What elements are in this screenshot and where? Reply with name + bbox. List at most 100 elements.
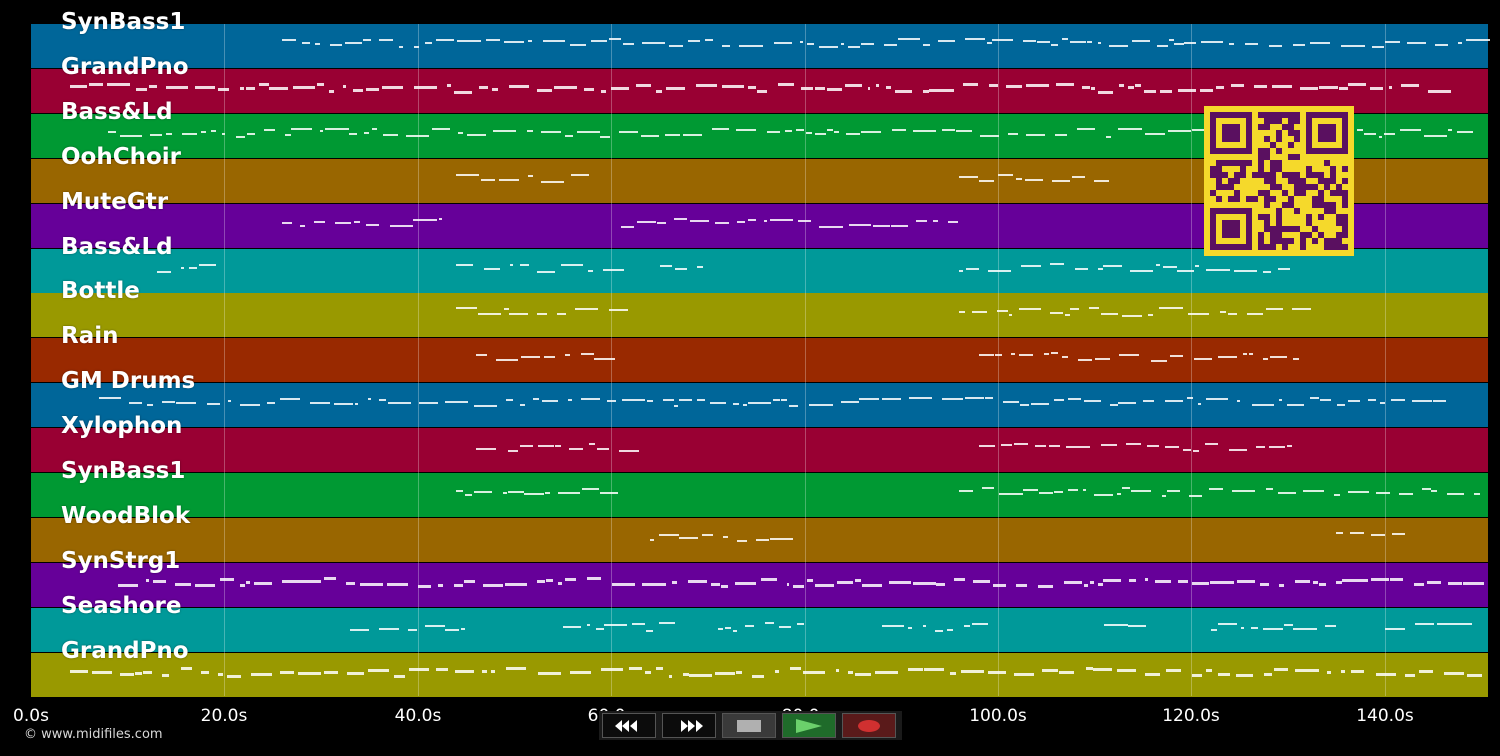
midi-note	[413, 219, 437, 221]
track-lane[interactable]	[31, 249, 1488, 293]
midi-note	[1170, 355, 1183, 357]
stop-button[interactable]	[722, 713, 776, 738]
midi-note	[1253, 85, 1268, 88]
midi-note	[263, 129, 276, 131]
midi-note	[508, 85, 529, 88]
track-lane[interactable]	[31, 24, 1491, 68]
midi-note	[913, 130, 936, 132]
gridline	[998, 24, 999, 696]
midi-note	[1272, 85, 1292, 88]
midi-note	[1215, 86, 1224, 89]
midi-note	[316, 83, 325, 86]
midi-note	[941, 129, 955, 131]
track-lane[interactable]	[31, 608, 1488, 652]
midi-note	[1125, 443, 1142, 445]
midi-note	[1418, 670, 1433, 673]
midi-note	[485, 39, 501, 41]
midi-note	[432, 128, 450, 130]
midi-note	[226, 675, 242, 678]
track-label: Xylophon	[61, 413, 183, 439]
midi-note	[1447, 582, 1462, 585]
midi-note	[861, 43, 874, 45]
midi-note	[1231, 84, 1244, 87]
midi-note	[473, 491, 492, 493]
midi-note	[1129, 579, 1137, 582]
midi-note	[1368, 399, 1377, 401]
midi-note	[1155, 264, 1161, 266]
midi-note	[1191, 582, 1209, 585]
track-lane[interactable]	[31, 69, 1488, 113]
midi-note	[1349, 532, 1365, 534]
midi-note	[313, 221, 326, 223]
midi-note	[1051, 352, 1058, 354]
midi-note	[1206, 269, 1230, 271]
midi-note	[496, 359, 519, 361]
midi-note	[259, 83, 270, 86]
midi-note	[959, 490, 973, 492]
midi-note	[477, 313, 501, 315]
midi-note	[1078, 359, 1093, 361]
midi-note	[642, 583, 667, 586]
midi-note	[607, 400, 616, 402]
midi-note	[659, 534, 679, 536]
midi-note	[1036, 41, 1050, 43]
track-lane[interactable]	[31, 383, 1488, 427]
track-lane[interactable]	[31, 563, 1488, 607]
midi-note	[1052, 180, 1070, 182]
midi-note	[720, 585, 729, 588]
midi-note	[1242, 353, 1248, 355]
midi-note	[1118, 354, 1140, 356]
midi-note	[453, 91, 473, 94]
midi-note	[1389, 578, 1404, 581]
midi-note	[1148, 314, 1154, 316]
record-button[interactable]	[842, 713, 896, 738]
midi-note	[1055, 134, 1067, 136]
midi-note	[659, 265, 673, 267]
midi-note	[763, 220, 768, 222]
midi-note	[612, 583, 635, 586]
track-lane[interactable]	[31, 653, 1488, 697]
midi-note	[1278, 584, 1284, 587]
midi-note	[819, 226, 844, 228]
midi-note	[600, 668, 623, 671]
midi-note	[1150, 360, 1168, 362]
midi-note	[619, 450, 640, 452]
track-lane[interactable]	[31, 338, 1488, 382]
midi-note	[649, 539, 654, 541]
midi-note	[946, 629, 953, 631]
track-lane[interactable]	[31, 518, 1488, 562]
midi-note	[425, 625, 445, 627]
track-label: Bottle	[61, 278, 140, 304]
midi-note	[211, 130, 217, 132]
midi-note	[908, 668, 923, 671]
track-lane[interactable]	[31, 293, 1488, 337]
midi-note	[228, 400, 232, 402]
rewind-button[interactable]	[602, 713, 656, 738]
qr-code-image	[1210, 112, 1348, 250]
midi-note	[751, 675, 765, 678]
midi-note	[1092, 668, 1112, 671]
midi-note	[1247, 313, 1264, 315]
midi-note	[372, 128, 377, 130]
midi-note	[1237, 580, 1256, 583]
midi-note	[520, 356, 540, 358]
copyright-text: © www.midifiles.com	[24, 727, 163, 742]
midi-note	[1268, 45, 1282, 47]
midi-note	[1193, 358, 1212, 360]
midi-note	[562, 626, 582, 628]
midi-note	[149, 134, 162, 136]
midi-note	[1405, 674, 1415, 677]
play-button[interactable]	[782, 713, 836, 738]
track-lane[interactable]	[31, 473, 1488, 517]
fast-forward-button[interactable]	[662, 713, 716, 738]
midi-note	[1209, 488, 1223, 490]
midi-note	[733, 630, 738, 632]
midi-note	[1269, 446, 1285, 448]
midi-note	[1182, 449, 1192, 451]
midi-note	[690, 220, 710, 222]
track-lane[interactable]	[31, 428, 1488, 472]
midi-note	[1188, 313, 1210, 315]
midi-note	[1293, 358, 1299, 360]
midi-note	[456, 490, 463, 492]
midi-note	[436, 39, 454, 41]
